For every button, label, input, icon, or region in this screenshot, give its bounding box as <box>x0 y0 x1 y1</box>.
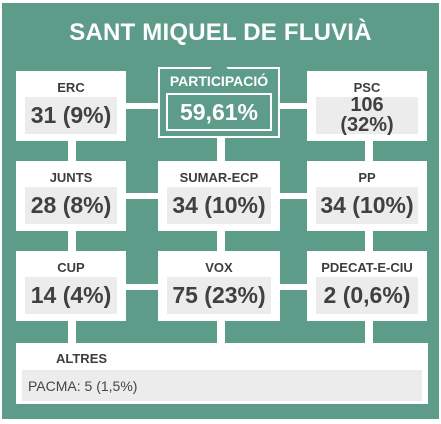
party-value: 75 (23%) <box>167 277 271 314</box>
party-value: 31 (9%) <box>25 97 117 134</box>
results-panel: SANT MIQUEL DE FLUVIÀ ERC 31 (9%) PARTIC… <box>2 3 439 419</box>
party-value: 14 (4%) <box>25 277 117 314</box>
party-label: PSC <box>353 80 381 95</box>
participation-card: PARTICIPACIÓ 59,61% <box>158 59 280 138</box>
party-label: SUMAR-ECP <box>179 170 259 185</box>
party-label: CUP <box>57 260 85 275</box>
party-card-psc: PSC 106 (32%) <box>307 71 427 141</box>
party-card-vox: VOX 75 (23%) <box>158 251 280 321</box>
party-card-junts: JUNTS 28 (8%) <box>16 161 126 231</box>
party-label: PP <box>358 170 376 185</box>
party-card-sumar-ecp: SUMAR-ECP 34 (10%) <box>158 161 280 231</box>
page-title: SANT MIQUEL DE FLUVIÀ <box>69 19 372 46</box>
party-value: 34 (10%) <box>167 187 271 224</box>
party-label: PDECAT-E-CIU <box>321 260 413 275</box>
party-card-erc: ERC 31 (9%) <box>16 71 126 141</box>
participation-value: 59,61% <box>166 93 272 131</box>
party-label: ERC <box>57 80 85 95</box>
party-card-cup: CUP 14 (4%) <box>16 251 126 321</box>
others-value: PACMA: 5 (1,5%) <box>22 370 422 401</box>
connector-vertical-center <box>217 138 225 345</box>
party-value: 28 (8%) <box>25 187 117 224</box>
party-label: VOX <box>205 260 233 275</box>
participation-label: PARTICIPACIÓ <box>169 73 269 89</box>
party-value: 34 (10%) <box>316 187 418 224</box>
party-value-line2: (32%) <box>340 114 394 136</box>
participation-pointer <box>210 59 228 69</box>
party-value: 106 (32%) <box>316 94 418 136</box>
party-card-pp: PP 34 (10%) <box>307 161 427 231</box>
others-card: ALTRES PACMA: 5 (1,5%) <box>16 343 428 404</box>
party-card-pdecat-e-ciu: PDECAT-E-CIU 2 (0,6%) <box>307 251 427 321</box>
party-value: 2 (0,6%) <box>316 277 418 314</box>
party-value-line1: 106 <box>350 94 384 116</box>
party-label: JUNTS <box>49 170 93 185</box>
others-label: ALTRES <box>56 351 108 366</box>
